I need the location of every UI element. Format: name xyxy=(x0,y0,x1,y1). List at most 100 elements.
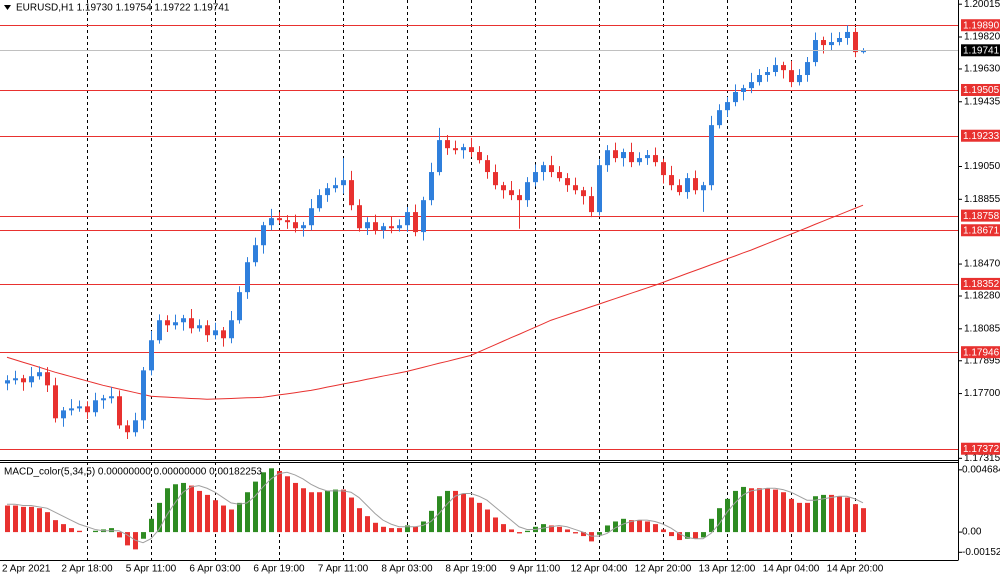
candle-body xyxy=(797,75,802,83)
candle-body xyxy=(693,178,698,191)
candle-body xyxy=(725,102,730,111)
macd-bar xyxy=(733,490,738,533)
macd-bar xyxy=(365,516,370,533)
macd-bar xyxy=(357,508,362,533)
candle-body xyxy=(749,82,754,89)
macd-bar xyxy=(245,492,250,533)
y-tick-label: 0.004684 xyxy=(962,464,1000,475)
macd-bar xyxy=(45,512,50,533)
macd-bar xyxy=(405,525,410,533)
macd-bar xyxy=(645,521,650,533)
level-label-box xyxy=(961,224,1000,237)
candle-body xyxy=(853,31,858,53)
candle-body xyxy=(829,42,834,46)
candle-body xyxy=(525,182,530,201)
candle-body xyxy=(45,372,50,386)
macd-bar xyxy=(749,488,754,533)
macd-bar xyxy=(581,532,586,537)
x-tick-label: 14 Apr 20:00 xyxy=(827,564,884,575)
macd-bar xyxy=(293,482,298,533)
x-tick-label: 13 Apr 12:00 xyxy=(699,564,756,575)
candle-body xyxy=(389,226,394,229)
macd-bar xyxy=(485,509,490,533)
macd-bar xyxy=(653,524,658,533)
macd-bar xyxy=(717,508,722,533)
candle-body xyxy=(653,155,658,163)
candle-body xyxy=(701,185,706,191)
macd-bar xyxy=(117,532,122,538)
macd-bar xyxy=(261,472,266,533)
y-tick-label: 1.17700 xyxy=(964,388,1000,399)
candle-body xyxy=(629,152,634,163)
macd-bar xyxy=(677,532,682,541)
candle-body xyxy=(221,330,226,339)
macd-bar xyxy=(461,493,466,533)
macd-bar xyxy=(349,497,354,533)
candle-body xyxy=(805,62,810,76)
macd-bar xyxy=(197,490,202,533)
macd-bar xyxy=(845,497,850,533)
x-tick-label: 2 Apr 2021 xyxy=(2,564,51,575)
candle-body xyxy=(285,220,290,223)
candle-body xyxy=(709,125,714,186)
macd-bar xyxy=(789,498,794,533)
candle-body xyxy=(437,140,442,173)
macd-bar xyxy=(309,492,314,533)
x-tick-label: 12 Apr 04:00 xyxy=(571,564,628,575)
moving-average xyxy=(6,204,864,400)
candle-body xyxy=(357,205,362,229)
candle-body xyxy=(557,172,562,179)
candle-body xyxy=(509,190,514,196)
macd-bar xyxy=(837,496,842,533)
level-label: 1.19890 xyxy=(963,20,1000,31)
candle-body xyxy=(445,140,450,149)
candle-body xyxy=(133,420,138,433)
y-tick-label: 1.17895 xyxy=(964,355,1000,366)
macd-bar xyxy=(221,505,226,533)
level-label-box xyxy=(961,442,1000,455)
indicator-title: MACD_color(5,34,5) 0.00000000 0.00000000… xyxy=(4,467,262,478)
candle-body xyxy=(781,65,786,71)
candle-body xyxy=(733,92,738,103)
macd-bar xyxy=(693,532,698,539)
candle-body xyxy=(861,50,866,53)
macd-bar xyxy=(781,492,786,533)
macd-bar xyxy=(373,522,378,533)
macd-bar xyxy=(445,490,450,533)
candle-body xyxy=(581,190,586,197)
y-tick-label: 1.17315 xyxy=(964,453,1000,464)
macd-bar xyxy=(853,504,858,533)
macd-bar xyxy=(437,496,442,533)
signal-line xyxy=(7,471,864,544)
macd-bar xyxy=(725,498,730,533)
x-tick-label: 7 Apr 11:00 xyxy=(318,564,369,575)
macd-bar xyxy=(509,529,514,533)
macd-bar xyxy=(213,500,218,533)
macd-bar xyxy=(797,502,802,533)
y-tick-label: 1.19630 xyxy=(964,64,1000,75)
candle-body xyxy=(269,218,274,226)
macd-bar xyxy=(597,532,602,535)
macd-bar xyxy=(477,502,482,533)
macd-bar xyxy=(389,528,394,533)
candle-body xyxy=(349,180,354,206)
candle-body xyxy=(13,378,18,381)
macd-bar xyxy=(181,482,186,533)
macd-bar xyxy=(325,490,330,533)
candle-body xyxy=(237,292,242,321)
macd-bar xyxy=(525,530,530,533)
y-tick-label: 1.18085 xyxy=(964,323,1000,334)
candle-body xyxy=(93,400,98,413)
candle-body xyxy=(613,150,618,159)
menu-icon[interactable] xyxy=(4,5,11,10)
macd-bar xyxy=(661,529,666,533)
candle-body xyxy=(373,222,378,231)
macd-bar xyxy=(165,488,170,533)
macd-bar xyxy=(629,520,634,533)
macd-bar xyxy=(861,508,866,533)
macd-bar xyxy=(453,490,458,533)
candle-body xyxy=(253,245,258,263)
level-label: 1.19233 xyxy=(963,131,1000,142)
